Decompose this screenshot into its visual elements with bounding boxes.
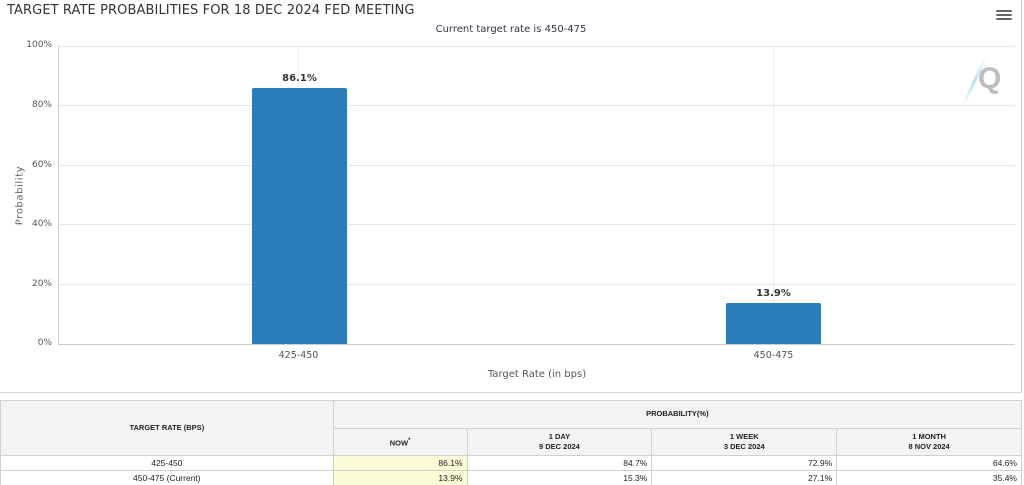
- bar-425-450[interactable]: [252, 88, 347, 344]
- probability-table: TARGET RATE (BPS) PROBABILITY(%) NOW* 1 …: [0, 400, 1023, 485]
- chart-container: TARGET RATE PROBABILITIES FOR 18 DEC 202…: [0, 0, 1022, 393]
- table-row: 425-450 86.1% 84.7% 72.9% 64.6%: [0, 455, 1022, 471]
- header-probability: PROBABILITY(%): [332, 400, 1023, 429]
- table-row: 450-475 (Current) 13.9% 15.3% 27.1% 35.4…: [0, 470, 1022, 485]
- prob-now-cell: 86.1%: [332, 455, 468, 471]
- y-axis: [58, 46, 59, 344]
- y-tick: 20%: [31, 279, 52, 289]
- x-axis-label: Target Rate (in bps): [487, 369, 587, 380]
- gridline-40: [58, 224, 1015, 225]
- chart-title: TARGET RATE PROBABILITIES FOR 18 DEC 202…: [7, 3, 415, 18]
- prob-now-cell: 13.9%: [332, 470, 468, 485]
- gridline-100: [58, 46, 1015, 47]
- x-tick: 425-450: [278, 350, 319, 361]
- rate-cell: 450-475 (Current): [0, 470, 334, 485]
- prob-1-day-cell: 84.7%: [466, 455, 653, 471]
- header-1-day: 1 DAY 9 DEC 2024: [466, 427, 653, 456]
- y-tick: 40%: [31, 219, 52, 229]
- header-target-rate: TARGET RATE (BPS): [0, 400, 334, 456]
- prob-1-day-cell: 15.3%: [466, 470, 653, 485]
- vertical-gridline: [773, 46, 774, 344]
- prob-1-week-cell: 27.1%: [651, 470, 838, 485]
- header-now: NOW*: [332, 427, 468, 456]
- y-axis-label: Probability: [14, 165, 26, 226]
- x-tick: 450-475: [753, 350, 794, 361]
- bar-value-label: 86.1%: [282, 73, 317, 84]
- gridline-20: [58, 284, 1015, 285]
- y-tick: 0%: [37, 338, 52, 348]
- x-axis: [58, 344, 1015, 345]
- hamburger-menu-icon[interactable]: [996, 10, 1012, 24]
- watermark-logo: Q: [978, 62, 1002, 95]
- chart-subtitle: Current target rate is 450-475: [435, 24, 587, 35]
- rate-cell: 425-450: [0, 455, 334, 471]
- header-1-month: 1 MONTH 8 NOV 2024: [836, 427, 1022, 456]
- gridline-60: [58, 165, 1015, 166]
- prob-1-month-cell: 35.4%: [836, 470, 1022, 485]
- bar-450-475[interactable]: [726, 303, 821, 344]
- y-tick: 60%: [31, 160, 52, 170]
- y-tick: 100%: [26, 40, 52, 50]
- header-1-week: 1 WEEK 3 DEC 2024: [651, 427, 838, 456]
- y-tick: 80%: [31, 100, 52, 110]
- gridline-80: [58, 105, 1015, 106]
- prob-1-month-cell: 64.6%: [836, 455, 1022, 471]
- prob-1-week-cell: 72.9%: [651, 455, 838, 471]
- bar-value-label: 13.9%: [756, 288, 791, 299]
